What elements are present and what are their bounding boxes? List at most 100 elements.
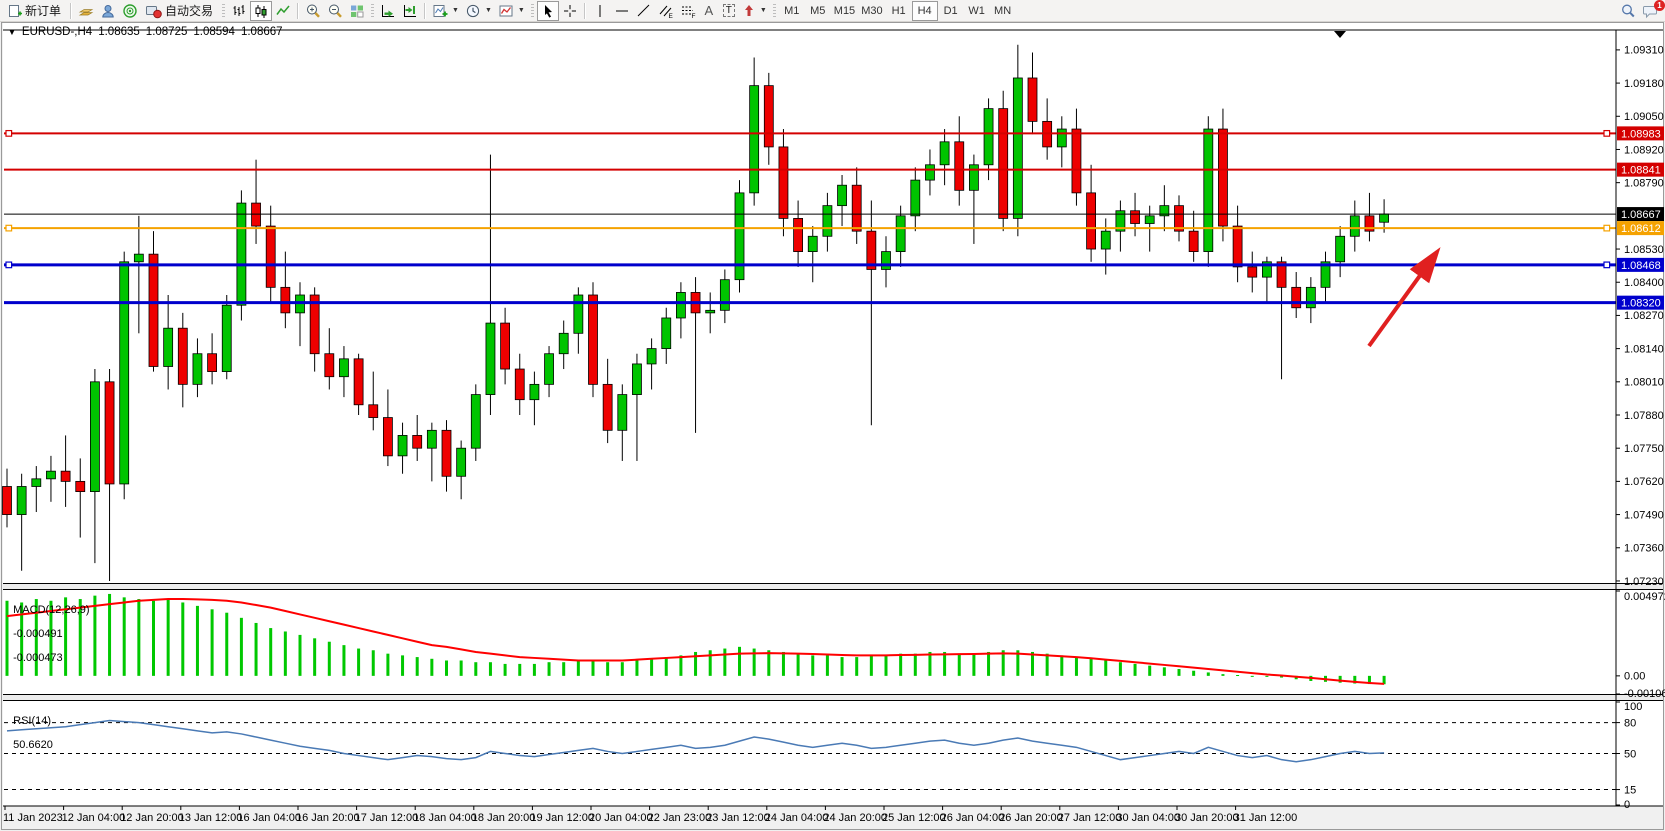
- macd-histogram-bar: [1236, 675, 1240, 677]
- charts-button[interactable]: [75, 1, 97, 21]
- templates-button[interactable]: ▼: [495, 1, 528, 21]
- toolbar-separator: [70, 2, 73, 19]
- search-button[interactable]: [1617, 1, 1639, 21]
- svg-text:24 Jan 04:00: 24 Jan 04:00: [765, 812, 829, 824]
- auto-scroll-button[interactable]: [377, 1, 399, 21]
- toolbar-grip: [222, 3, 226, 18]
- tab-timeframe-mn[interactable]: MN: [994, 4, 1012, 17]
- hline-1.08612[interactable]: [4, 224, 1616, 232]
- rsi-line: [6, 719, 1385, 763]
- chart-symbol-period: EURUSD-,H4: [21, 26, 93, 38]
- macd-histogram-bar: [1104, 660, 1108, 676]
- tab-timeframe-m1[interactable]: M1: [784, 4, 800, 17]
- line-handle[interactable]: [5, 261, 13, 269]
- panel-splitter[interactable]: [3, 695, 1663, 700]
- trendline-button[interactable]: [633, 1, 655, 21]
- macd-histogram-bar: [825, 655, 829, 676]
- candlestick-chart-button[interactable]: [250, 0, 273, 21]
- macd-histogram-bar: [840, 657, 844, 676]
- macd-histogram-bar: [913, 653, 917, 676]
- fibonacci-button[interactable]: F: [677, 1, 699, 21]
- macd-histogram-bar: [796, 653, 800, 676]
- svg-text:1.07750: 1.07750: [1624, 443, 1664, 455]
- macd-histogram-bar: [181, 602, 185, 676]
- line-chart-icon: [276, 5, 290, 15]
- text-label-button[interactable]: T: [719, 1, 739, 21]
- macd-histogram-bar: [78, 599, 82, 676]
- svg-text:50: 50: [1624, 748, 1636, 760]
- zoom-out-icon: [329, 4, 342, 18]
- profiles-button[interactable]: [97, 1, 119, 21]
- auto-trading-button[interactable]: 自动交易: [141, 1, 219, 21]
- chart-shift-button[interactable]: [399, 1, 421, 21]
- panel-splitter[interactable]: [3, 584, 1663, 589]
- zoom-in-button[interactable]: [302, 1, 324, 21]
- chevron-down-icon: ▼: [759, 7, 767, 14]
- chart-menu-icon[interactable]: ▼: [8, 27, 16, 37]
- indicators-icon: [433, 4, 448, 17]
- svg-text:80: 80: [1624, 717, 1636, 729]
- macd-histogram-bar: [781, 651, 785, 676]
- svg-text:1.08010: 1.08010: [1624, 377, 1664, 389]
- macd-histogram-bar: [254, 622, 258, 676]
- tile-windows-button[interactable]: [346, 1, 368, 21]
- macd-histogram-bar: [1001, 650, 1005, 676]
- tab-timeframe-h4[interactable]: H4: [911, 0, 938, 21]
- line-handle[interactable]: [1603, 261, 1611, 269]
- svg-text:22 Jan 23:00: 22 Jan 23:00: [648, 812, 712, 824]
- chart-shift-marker[interactable]: [1334, 31, 1346, 38]
- line-chart-button[interactable]: [272, 1, 294, 21]
- svg-text:1.08270: 1.08270: [1624, 310, 1664, 322]
- macd-histogram-bar: [752, 648, 756, 676]
- tab-timeframe-m30[interactable]: M30: [861, 4, 883, 17]
- svg-text:12 Jan 04:00: 12 Jan 04:00: [62, 812, 126, 824]
- periods-button[interactable]: ▼: [462, 1, 495, 21]
- macd-histogram-bar: [1265, 675, 1269, 677]
- text-button[interactable]: A: [699, 1, 719, 21]
- tab-timeframe-m5[interactable]: M5: [810, 4, 826, 17]
- macd-histogram-bar: [1250, 675, 1254, 677]
- svg-text:31 Jan 12:00: 31 Jan 12:00: [1234, 812, 1298, 824]
- line-handle[interactable]: [5, 129, 13, 137]
- macd-histogram-bar: [1074, 657, 1078, 676]
- macd-name: MACD(12,26,9): [13, 604, 90, 616]
- line-handle[interactable]: [5, 224, 13, 232]
- crosshair-button[interactable]: [559, 1, 581, 21]
- svg-text:16 Jan 20:00: 16 Jan 20:00: [296, 812, 360, 824]
- vertical-line-button[interactable]: [589, 1, 611, 21]
- cursor-button[interactable]: [536, 0, 559, 21]
- tab-timeframe-d1[interactable]: D1: [943, 4, 958, 17]
- macd-histogram-bar: [239, 617, 243, 676]
- tab-timeframe-w1[interactable]: W1: [968, 4, 985, 17]
- indicators-button[interactable]: ▼: [429, 1, 462, 21]
- zoom-out-button[interactable]: [324, 1, 346, 21]
- macd-histogram-bar: [811, 655, 815, 676]
- svg-text:1.08790: 1.08790: [1624, 177, 1664, 189]
- macd-histogram-bar: [1045, 653, 1049, 676]
- macd-histogram-bar: [152, 600, 155, 676]
- svg-text:12 Jan 20:00: 12 Jan 20:00: [120, 812, 184, 824]
- price-badge-1.08320: 1.08320: [1617, 295, 1664, 310]
- hline-1.08468[interactable]: [4, 261, 1616, 269]
- arrows-button[interactable]: ▼: [739, 1, 770, 21]
- notifications-button[interactable]: 1: [1639, 0, 1665, 21]
- line-handle[interactable]: [1603, 129, 1611, 137]
- macd-histogram-bar: [1280, 675, 1284, 678]
- bar-chart-button[interactable]: [228, 1, 250, 21]
- macd-histogram-bar: [5, 600, 9, 676]
- line-handle[interactable]: [1603, 224, 1611, 232]
- trend-arrow-annotation[interactable]: [1367, 247, 1441, 348]
- equidistant-channel-button[interactable]: E: [655, 1, 677, 21]
- horizontal-line-button[interactable]: [611, 1, 633, 21]
- hline-1.08983[interactable]: [4, 129, 1616, 137]
- new-order-button[interactable]: 新订单: [3, 1, 67, 21]
- auto-scroll-icon: [382, 4, 395, 17]
- tab-timeframe-m15[interactable]: M15: [833, 4, 856, 17]
- macd-histogram-bar: [474, 662, 478, 676]
- market-watch-button[interactable]: [119, 1, 141, 21]
- macd-histogram-bar: [1192, 670, 1196, 676]
- macd-histogram-bar: [899, 653, 903, 676]
- tab-timeframe-h1[interactable]: H1: [891, 4, 906, 17]
- search-icon: [1622, 4, 1635, 17]
